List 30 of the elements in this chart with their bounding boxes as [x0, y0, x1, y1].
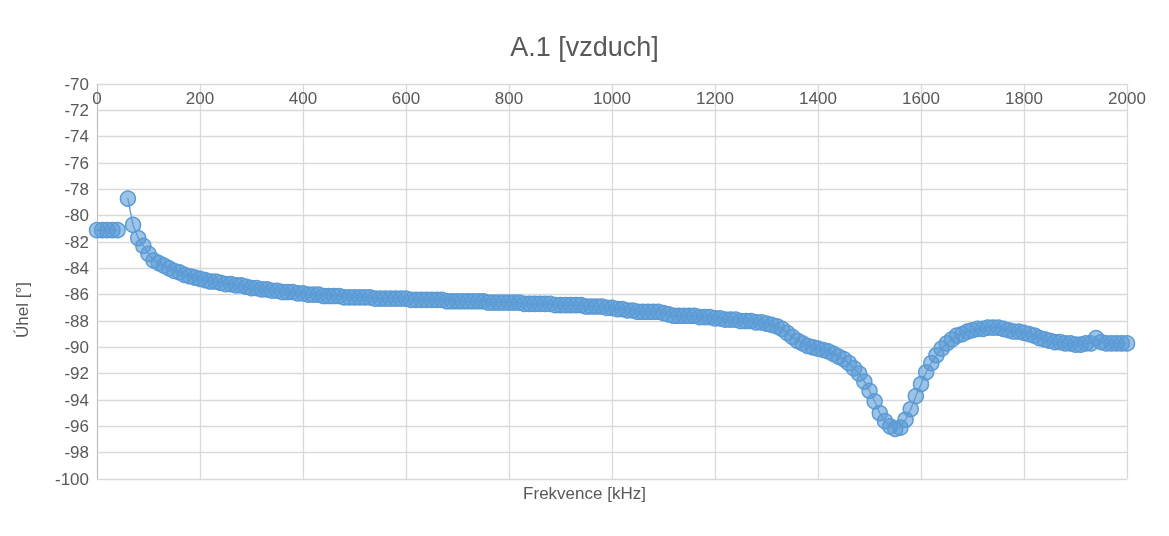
x-tick-label: 2000 — [1108, 89, 1146, 108]
x-tick-label: 600 — [391, 89, 421, 108]
y-axis-title: Úhel [°] — [13, 282, 32, 338]
y-tick-label: -74 — [64, 127, 89, 147]
y-tick-label: -100 — [54, 469, 89, 489]
x-tick-label: 0 — [92, 89, 102, 108]
y-tick-label: -96 — [64, 416, 89, 436]
y-tick-label: -92 — [64, 364, 89, 384]
x-tick-label: 400 — [288, 89, 318, 108]
chart-title: A.1 [vzduch] — [510, 31, 659, 62]
x-tick-label: 1400 — [799, 89, 837, 108]
y-tick-label: -82 — [64, 232, 89, 252]
y-tick-label: -98 — [64, 443, 89, 463]
x-tick-label: 1000 — [593, 89, 631, 108]
x-tick-label: 1800 — [1005, 89, 1043, 108]
y-tick-label: -94 — [64, 390, 89, 410]
x-axis-title: Frekvence [kHz] — [523, 484, 646, 503]
y-tick-label: -78 — [64, 179, 89, 199]
y-tick-label: -90 — [64, 337, 89, 357]
y-tick-label: -86 — [64, 285, 89, 305]
x-tick-label: 200 — [185, 89, 215, 108]
y-tick-label: -84 — [64, 258, 89, 278]
y-tick-label: -76 — [64, 153, 89, 173]
x-tick-label: 1200 — [696, 89, 734, 108]
y-tick-label: -72 — [64, 100, 89, 120]
x-tick-label: 1600 — [902, 89, 940, 108]
y-tick-label: -88 — [64, 311, 89, 331]
y-tick-label: -70 — [64, 74, 89, 94]
x-tick-label: 800 — [494, 89, 524, 108]
y-tick-label: -80 — [64, 206, 89, 226]
